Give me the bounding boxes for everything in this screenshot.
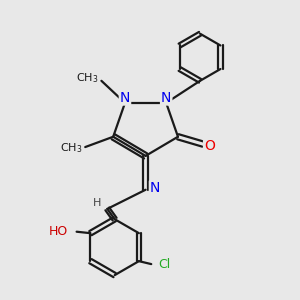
Text: N: N [120, 91, 130, 105]
Text: O: O [204, 139, 215, 153]
Text: N: N [150, 181, 160, 195]
Text: CH$_3$: CH$_3$ [76, 71, 98, 85]
Text: H: H [93, 198, 101, 208]
Text: HO: HO [49, 225, 68, 238]
Text: N: N [161, 91, 171, 105]
Text: CH$_3$: CH$_3$ [60, 142, 82, 155]
Text: Cl: Cl [158, 258, 170, 271]
